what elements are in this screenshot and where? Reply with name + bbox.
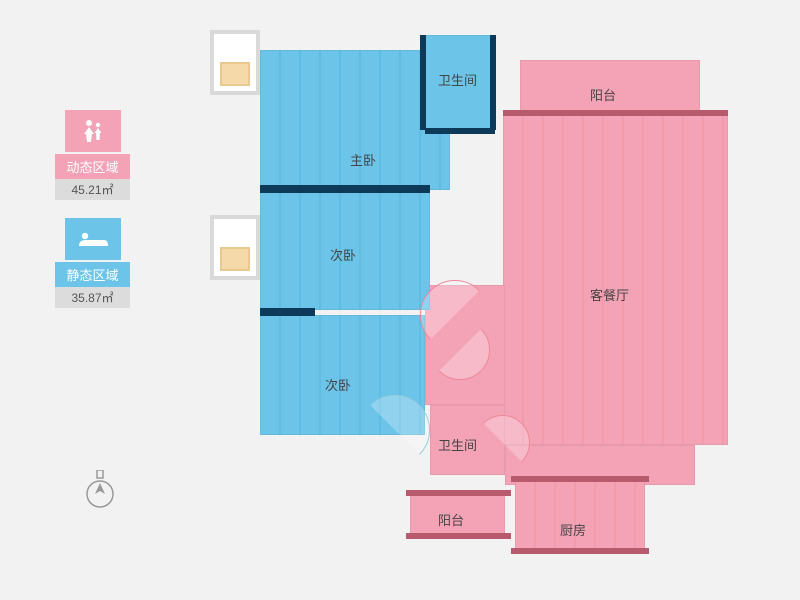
label-bathroom-top: 卫生间 (438, 70, 477, 89)
label-second-2: 次卧 (325, 375, 351, 394)
legend-dynamic-value: 45.21㎡ (55, 179, 130, 200)
wall-pink (511, 476, 649, 482)
compass-icon (82, 470, 118, 515)
floorplan: 主卧 卫生间 次卧 次卧 客餐厅 阳台 卫生间 阳台 厨房 (220, 20, 740, 580)
wall-blue (490, 35, 496, 130)
label-kitchen: 厨房 (560, 520, 586, 539)
room-living (503, 115, 728, 445)
legend-dynamic-icon-box (65, 110, 121, 152)
legend-static-value: 35.87㎡ (55, 287, 130, 308)
sleep-icon (76, 228, 110, 250)
label-living: 客餐厅 (590, 285, 629, 304)
label-second-1: 次卧 (330, 245, 356, 264)
legend: 动态区域 45.21㎡ 静态区域 35.87㎡ (55, 110, 130, 326)
wall-pink (406, 490, 511, 496)
label-bathroom-bot: 卫生间 (438, 435, 477, 454)
label-master-bedroom: 主卧 (350, 150, 376, 169)
wall-pink (406, 533, 511, 539)
wall-pink (511, 548, 649, 554)
label-balcony-top: 阳台 (590, 85, 616, 104)
legend-dynamic-title: 动态区域 (55, 154, 130, 179)
people-icon (78, 118, 108, 144)
exterior-balcony-mid (210, 215, 260, 280)
room-kitchen (515, 480, 645, 550)
exterior-balcony-top (210, 30, 260, 95)
legend-static: 静态区域 35.87㎡ (55, 218, 130, 308)
label-balcony-bot: 阳台 (438, 510, 464, 529)
legend-static-title: 静态区域 (55, 262, 130, 287)
wall-blue (420, 35, 426, 130)
wall-blue (260, 185, 430, 193)
wall-blue (260, 308, 315, 316)
legend-dynamic: 动态区域 45.21㎡ (55, 110, 130, 200)
wall-blue (425, 128, 495, 134)
wall-pink (503, 110, 728, 116)
legend-static-icon-box (65, 218, 121, 260)
